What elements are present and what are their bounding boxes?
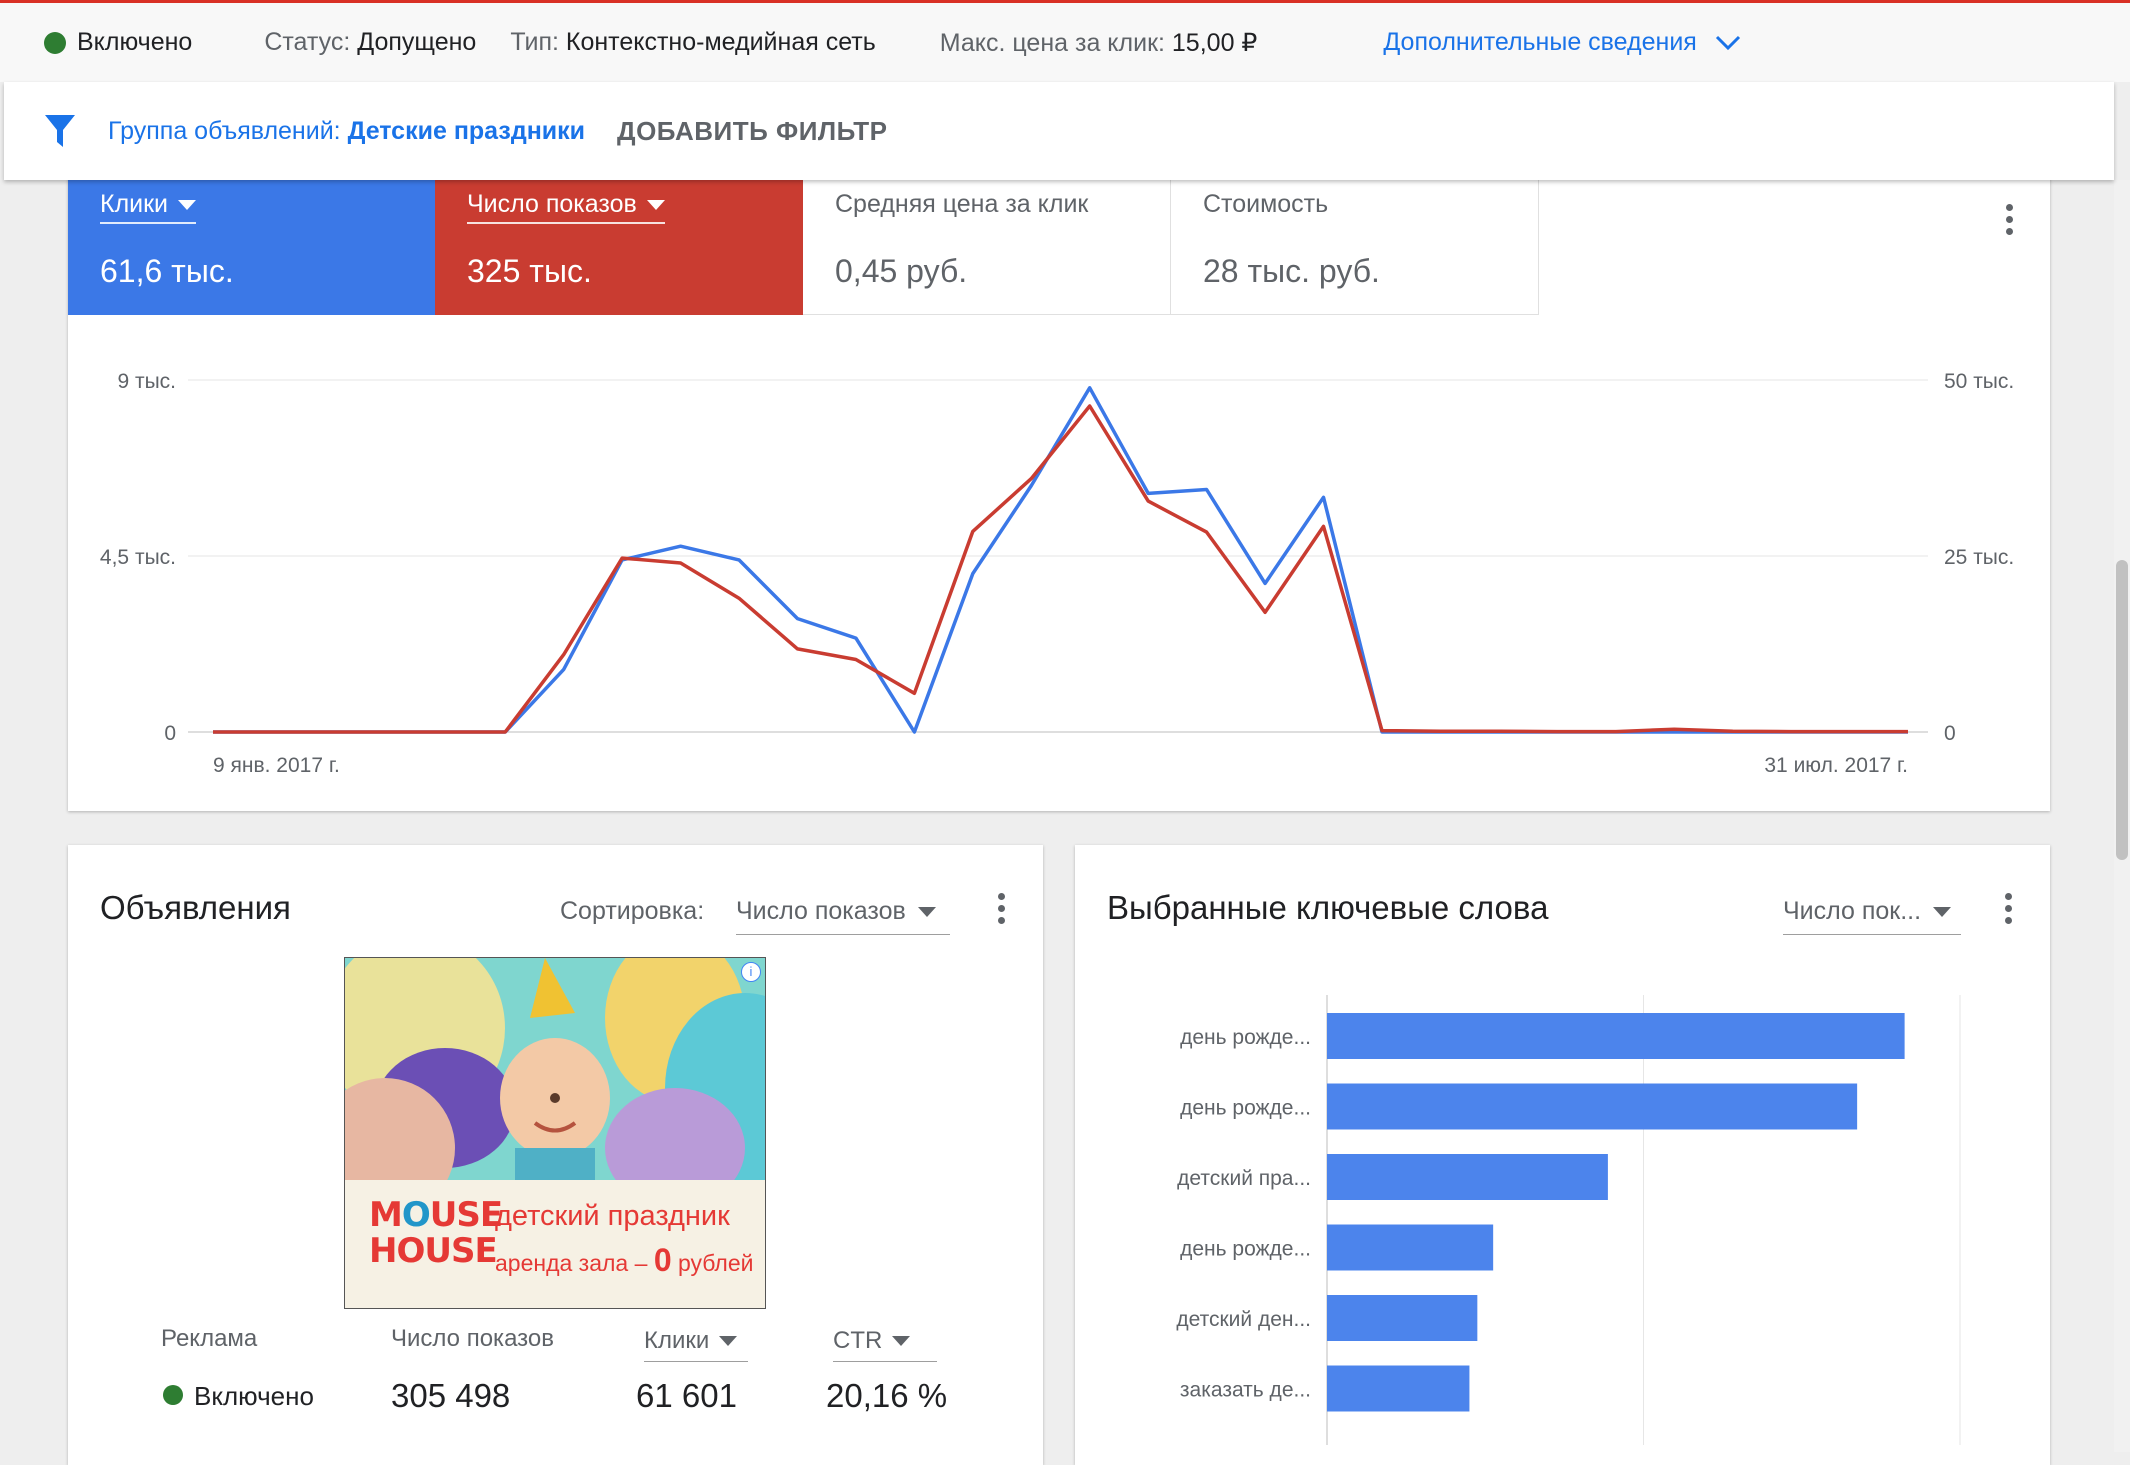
- keyword-bar: [1327, 1295, 1478, 1341]
- y-right-tick-label: 25 тыс.: [1944, 546, 2014, 569]
- max-cpc: Макс. цена за клик: 15,00 ₽: [940, 28, 1258, 58]
- caret-down-icon: [1933, 906, 1952, 917]
- metric-selector-impressions[interactable]: Число показов: [467, 190, 665, 224]
- more-vert-icon[interactable]: [2005, 893, 2012, 924]
- keyword-label: заказать де...: [1180, 1379, 1311, 1402]
- metric-tile-avg-cpc[interactable]: Средняя цена за клик 0,45 руб.: [803, 160, 1171, 315]
- metric-tile-clicks[interactable]: Клики 61,6 тыс.: [68, 160, 435, 315]
- more-vert-icon[interactable]: [998, 893, 1005, 924]
- metric-label: Стоимость: [1203, 190, 1329, 218]
- page-scrollbar-thumb[interactable]: [2116, 560, 2128, 860]
- status-enabled-icon: [44, 31, 66, 54]
- metric-value: 61,6 тыс.: [100, 253, 234, 289]
- keyword-label: детский пра...: [1177, 1167, 1311, 1190]
- approval-status-label: Статус:: [264, 28, 351, 56]
- column-header-ad: Реклама: [161, 1325, 258, 1352]
- caret-down-icon: [892, 1336, 911, 1346]
- keyword-bar: [1327, 1083, 1858, 1130]
- sort-label: Сортировка:: [560, 897, 705, 925]
- ad-logo-mouse: MOUSE: [369, 1195, 503, 1235]
- y-right-tick-label: 50 тыс.: [1944, 370, 2014, 393]
- keywords-card: Выбранные ключевые слова Число пок... де…: [1075, 845, 2050, 1465]
- column-header-clicks[interactable]: Клики: [644, 1327, 748, 1362]
- y-right-tick-label: 0: [1944, 722, 1956, 745]
- ad-status[interactable]: Включено: [194, 1381, 314, 1411]
- keywords-bar-chart: день рожде... день рожде... детский пра...…: [1176, 995, 1961, 1445]
- caret-down-icon: [917, 906, 936, 917]
- keyword-bar: [1327, 1154, 1608, 1200]
- x-start-label: 9 янв. 2017 г.: [213, 754, 340, 777]
- column-header-ctr[interactable]: CTR: [833, 1327, 937, 1362]
- filter-bar: Группа объявлений: Детские праздники ДОБ…: [4, 82, 2114, 180]
- chevron-down-icon: [1715, 35, 1740, 50]
- ad-group-filter-label: Группа объявлений:: [108, 116, 341, 145]
- ad-logo-house: HOUSE: [369, 1231, 498, 1271]
- keywords-sort-dropdown[interactable]: Число пок...: [1783, 897, 1961, 935]
- ads-card-title: Объявления: [100, 889, 291, 926]
- keyword-bar: [1327, 1013, 1905, 1059]
- metric-tile-cost[interactable]: Стоимость 28 тыс. руб.: [1171, 160, 1539, 315]
- metric-value: 0,45 руб.: [835, 253, 968, 289]
- max-cpc-value: 15,00 ₽: [1171, 28, 1258, 57]
- filter-icon[interactable]: [44, 114, 76, 148]
- more-vert-icon[interactable]: [2006, 204, 2013, 235]
- campaign-type-label: Тип:: [510, 28, 559, 56]
- add-filter-button[interactable]: ДОБАВИТЬ ФИЛЬТР: [617, 115, 888, 146]
- ad-group-filter-value: Детские праздники: [347, 116, 586, 145]
- keyword-bar: [1327, 1365, 1470, 1412]
- more-details-label: Дополнительные сведения: [1383, 28, 1697, 56]
- x-end-label: 31 июл. 2017 г.: [1764, 754, 1908, 777]
- column-header-impressions: Число показов: [391, 1325, 554, 1352]
- ads-card: Объявления Сортировка: Число показов i M…: [68, 845, 1043, 1465]
- ad-preview-image[interactable]: i MOUSE HOUSE детский праздник аренда за…: [344, 957, 766, 1309]
- ad-banner-text-area: MOUSE HOUSE детский праздник аренда зала…: [345, 1180, 765, 1308]
- y-left-tick-label: 4,5 тыс.: [100, 546, 176, 569]
- more-details-link[interactable]: Дополнительные сведения: [1383, 28, 1741, 57]
- metric-label: Средняя цена за клик: [835, 190, 1089, 218]
- approval-status-value: Допущено: [357, 28, 477, 56]
- max-cpc-label: Макс. цена за клик:: [939, 28, 1165, 57]
- caret-down-icon: [646, 199, 665, 210]
- ad-headline: детский праздник: [495, 1200, 730, 1232]
- performance-chart-card: Клики 61,6 тыс. Число показов 325 тыс. С…: [68, 160, 2050, 811]
- keyword-label: детский ден...: [1176, 1308, 1311, 1331]
- caret-down-icon: [178, 199, 197, 210]
- campaign-type: Тип: Контекстно-медийная сеть: [510, 28, 875, 57]
- metric-value: 325 тыс.: [467, 253, 592, 289]
- caret-down-icon: [719, 1336, 738, 1346]
- keyword-label: день рожде...: [1180, 1238, 1311, 1261]
- campaign-type-value: Контекстно-медийная сеть: [565, 28, 876, 56]
- keyword-label: день рожде...: [1180, 1097, 1311, 1120]
- keywords-card-title: Выбранные ключевые слова: [1107, 889, 1549, 926]
- approval-status: Статус: Допущено: [264, 28, 476, 57]
- metric-tile-impressions[interactable]: Число показов 325 тыс.: [435, 160, 803, 315]
- ad-subline: аренда зала – 0 рублей: [495, 1242, 754, 1278]
- keyword-bar: [1327, 1224, 1494, 1271]
- ad-ctr-value: 20,16 %: [826, 1377, 948, 1414]
- metric-label: Клики: [100, 190, 169, 218]
- ad-photo-balloons: [345, 958, 765, 1180]
- metric-selector-clicks[interactable]: Клики: [100, 190, 197, 224]
- y-left-tick-label: 9 тыс.: [117, 370, 176, 393]
- series-line-impressions: [213, 404, 1908, 734]
- sort-dropdown-value: Число показов: [736, 897, 906, 925]
- series-line-clicks: [213, 386, 1908, 734]
- info-icon[interactable]: i: [741, 962, 761, 982]
- metric-value: 28 тыс. руб.: [1203, 253, 1380, 289]
- sort-dropdown[interactable]: Число показов: [736, 897, 950, 935]
- y-left-tick-label: 0: [164, 722, 176, 745]
- keyword-label: день рожде...: [1180, 1026, 1311, 1049]
- ad-impressions-value: 305 498: [391, 1377, 511, 1414]
- performance-line-chart: 0 0 4,5 тыс. 25 тыс. 9 тыс. 50 тыс. 9 янв. 201…: [100, 370, 2014, 777]
- metric-label: Число показов: [467, 190, 637, 218]
- keywords-sort-value: Число пок...: [1783, 897, 1922, 925]
- status-enabled-icon: [163, 1385, 183, 1405]
- ad-group-filter-chip[interactable]: Группа объявлений: Детские праздники: [108, 117, 585, 146]
- status-enabled-text: Включено: [77, 28, 193, 56]
- ad-clicks-value: 61 601: [636, 1377, 737, 1414]
- ad-group-summary-bar: Включено Статус: Допущено Тип: Контекстн…: [0, 0, 2130, 82]
